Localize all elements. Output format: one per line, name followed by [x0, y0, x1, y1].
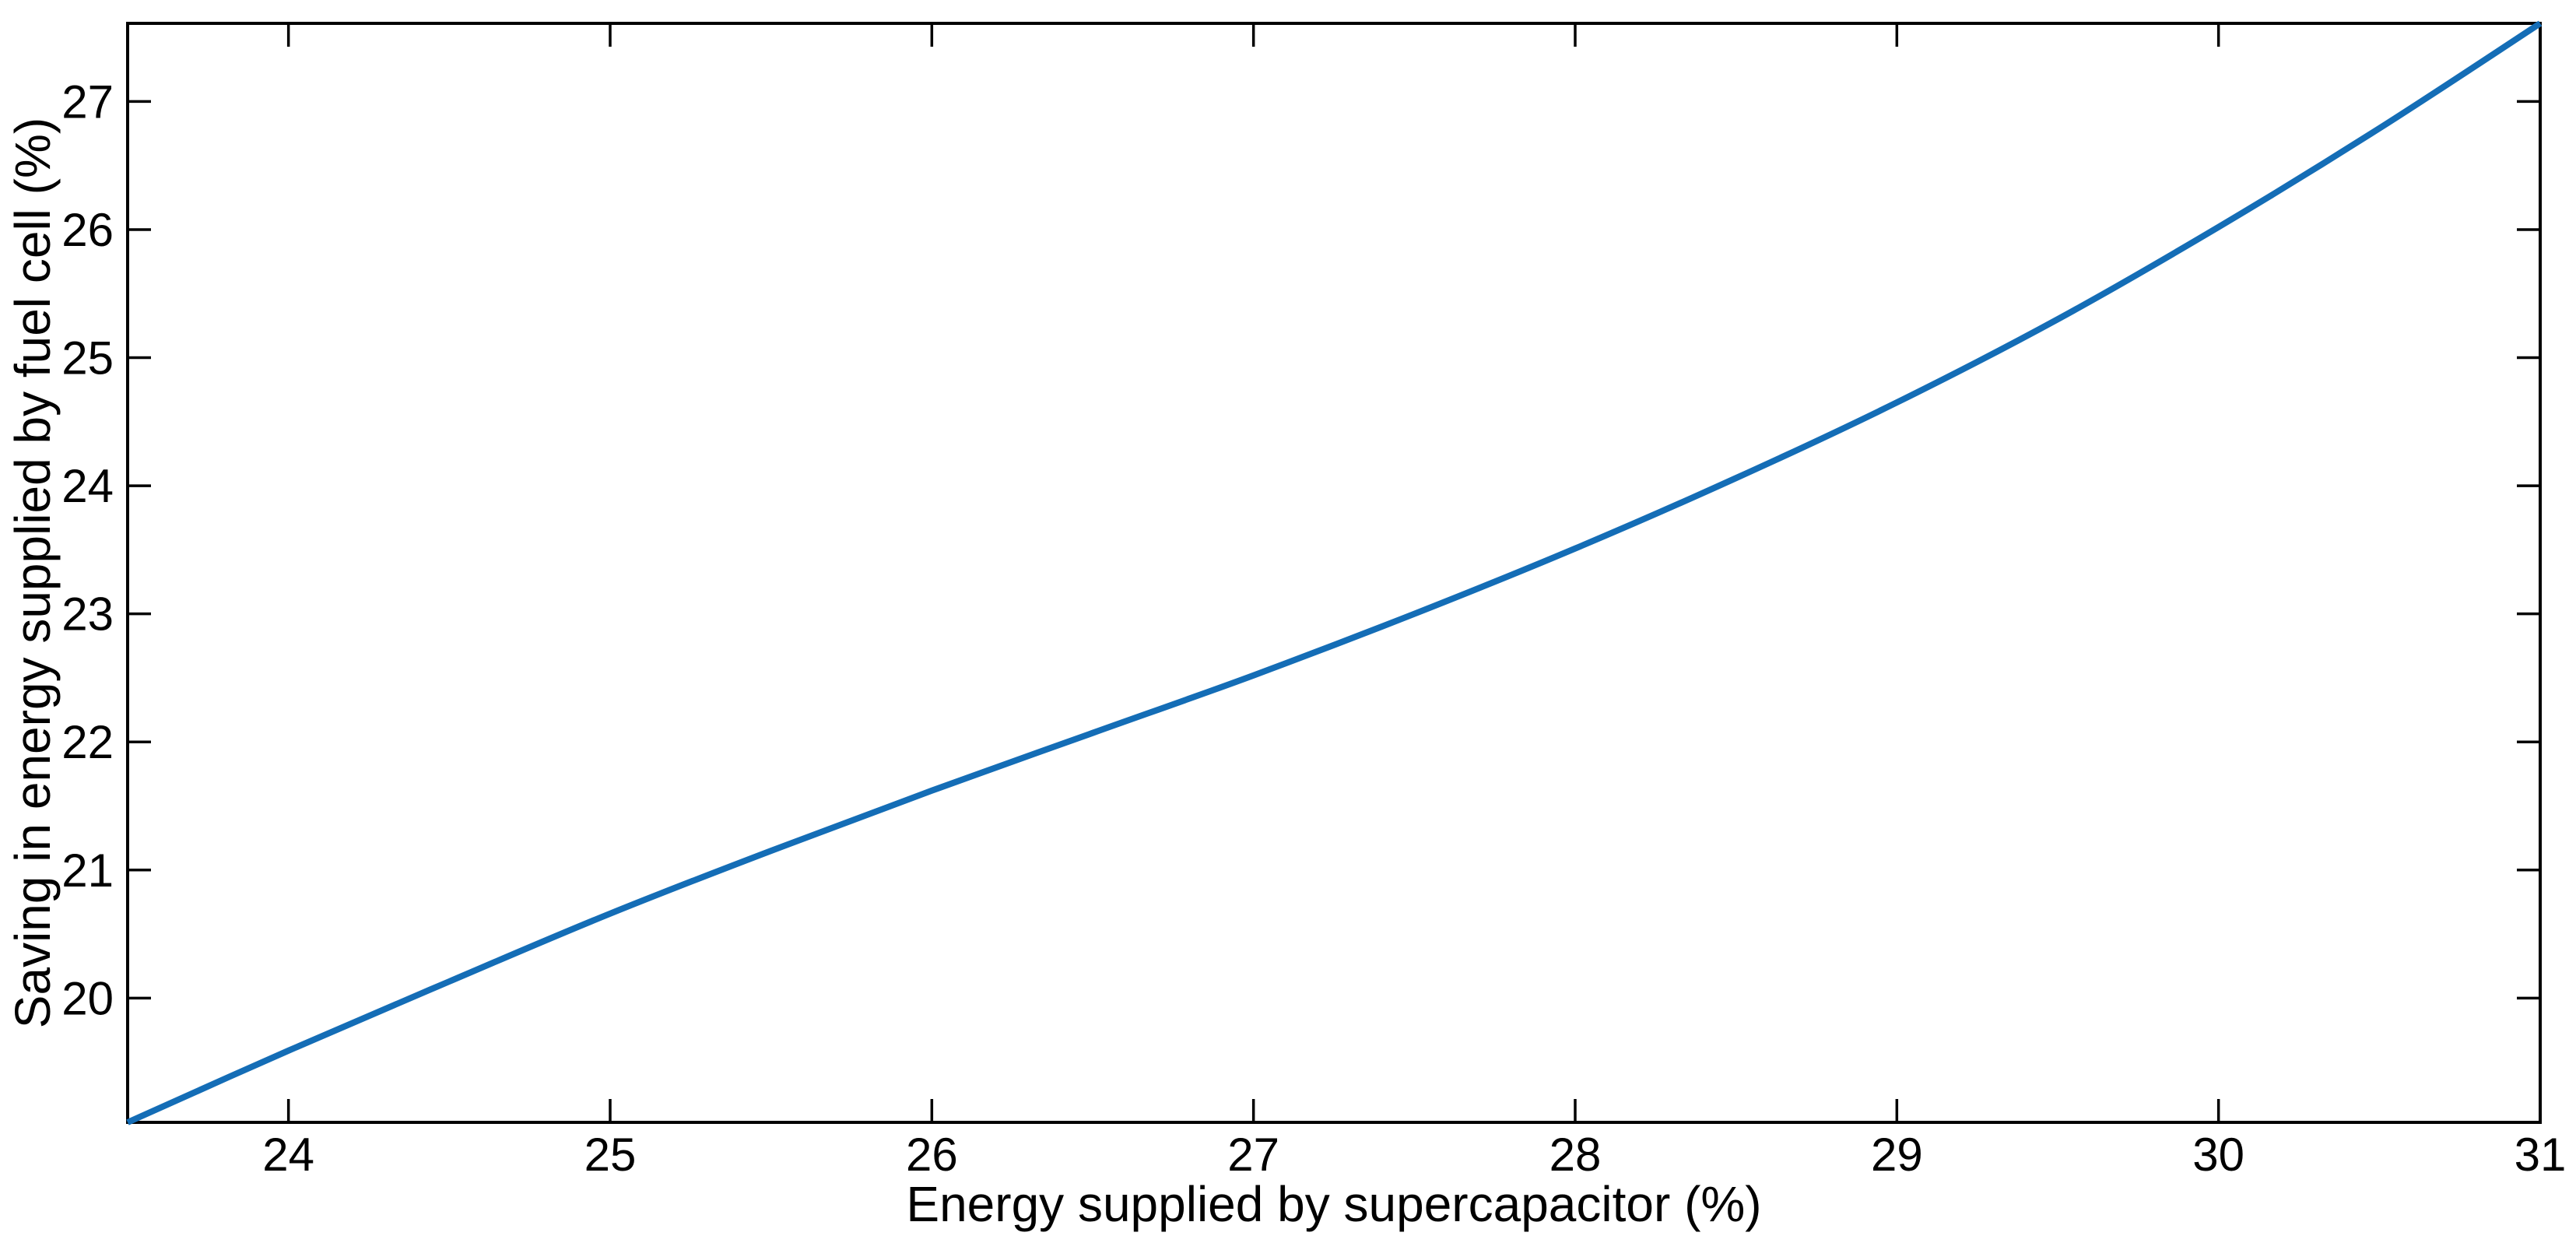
x-axis-label: Energy supplied by supercapacitor (%)	[906, 1176, 1761, 1232]
x-tick-label: 28	[1549, 1129, 1602, 1181]
y-tick-label: 23	[61, 588, 114, 641]
y-axis-label: Saving in energy supplied by fuel cell (…	[5, 118, 61, 1028]
series-line	[126, 20, 2543, 1125]
x-tick-label: 25	[584, 1129, 637, 1181]
y-tick-label: 20	[61, 972, 114, 1024]
x-tick-label: 26	[906, 1129, 958, 1181]
tick-marks	[128, 23, 2542, 1122]
y-tick-label: 25	[61, 332, 114, 384]
x-tick-label: 27	[1227, 1129, 1279, 1181]
y-tick-label: 22	[61, 716, 114, 768]
y-tick-labels: 20 21 22 23 24 25 26 27	[61, 75, 114, 1024]
y-tick-label: 26	[61, 204, 114, 256]
x-tick-label: 29	[1871, 1129, 1923, 1181]
x-tick-label: 24	[262, 1129, 314, 1181]
y-tick-label: 27	[61, 75, 114, 128]
y-tick-label: 24	[61, 460, 114, 512]
x-tick-label: 31	[2515, 1129, 2567, 1181]
y-tick-label: 21	[61, 844, 114, 897]
x-tick-label: 30	[2192, 1129, 2244, 1181]
x-tick-labels: 24 25 26 27 28 29 30 31	[262, 1129, 2566, 1181]
plot-box	[126, 22, 2542, 1124]
